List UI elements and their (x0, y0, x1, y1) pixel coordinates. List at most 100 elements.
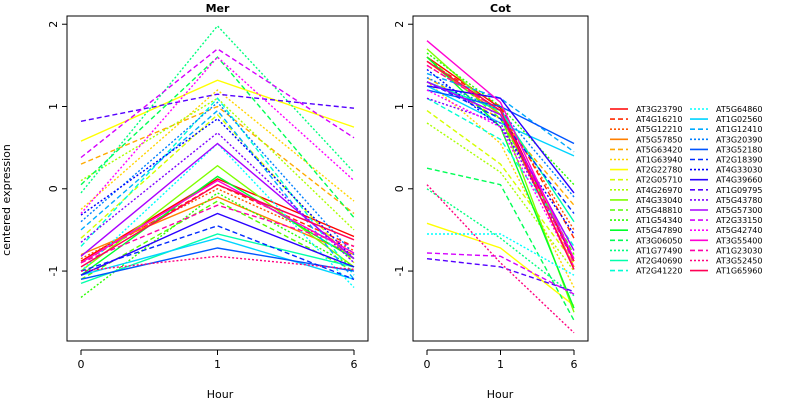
series-line (426, 184, 575, 334)
legend-label: AT5G48810 (636, 206, 682, 215)
y-tick-label: -1 (47, 266, 60, 277)
legend-item: AT5G48810 (610, 206, 682, 215)
legend-label: AT3G55400 (716, 236, 762, 245)
series-line (426, 48, 575, 313)
legend-label: AT5G57850 (636, 135, 682, 144)
series-line (426, 258, 575, 293)
series-line (80, 56, 355, 219)
series-line (80, 204, 355, 264)
series-line (80, 117, 355, 260)
plot-frame (66, 15, 369, 342)
series-line (426, 68, 575, 235)
legend-item: AT2G40690 (610, 257, 682, 266)
legend-label: AT2G22780 (636, 166, 682, 175)
series-line (80, 255, 355, 272)
series-line (80, 225, 355, 280)
legend-item: AT1G65960 (690, 267, 762, 276)
legend-item: AT5G64860 (690, 105, 762, 114)
series-line (426, 222, 575, 307)
legend-item: AT4G39660 (690, 176, 762, 185)
x-axis-label-cot: Hour (487, 388, 514, 400)
legend-item: AT3G55400 (690, 236, 762, 245)
x-tick-label: 6 (571, 358, 578, 371)
series-line (80, 109, 355, 280)
series-line (80, 212, 355, 276)
legend-item: AT5G43780 (690, 196, 762, 205)
legend-label: AT5G43780 (716, 196, 762, 205)
legend-label: AT4G26970 (636, 186, 682, 195)
legend-item: AT2G22780 (610, 166, 682, 175)
legend-item: AT4G16210 (610, 115, 682, 124)
legend-item: AT5G57850 (610, 135, 682, 144)
x-tick-label: 0 (78, 358, 85, 371)
legend-item: AT1G09795 (690, 186, 762, 195)
legend-label: AT5G12210 (636, 125, 682, 134)
legend-item: AT2G41220 (610, 267, 682, 276)
legend-item: AT2G18390 (690, 156, 762, 165)
series-line (80, 200, 355, 280)
legend-label: AT5G47890 (636, 226, 682, 235)
legend-label: AT5G63420 (636, 145, 682, 154)
legend-item: AT1G23030 (690, 246, 762, 255)
legend-label: AT3G06050 (636, 236, 682, 245)
series-line (80, 142, 355, 260)
legend-item: AT3G20390 (690, 135, 762, 144)
legend-label: AT1G77490 (636, 246, 682, 255)
series-line (426, 85, 575, 194)
series-line (427, 233, 575, 276)
x-tick-label: 0 (424, 358, 431, 371)
series-line (426, 72, 575, 153)
y-tick-label: 2 (393, 21, 406, 28)
series-line (426, 122, 575, 272)
series-line (426, 110, 575, 264)
series-line (80, 101, 355, 256)
legend-item: AT3G23790 (610, 105, 682, 114)
legend-item: AT1G77490 (610, 246, 682, 255)
legend-label: AT1G09795 (716, 186, 762, 195)
legend-label: AT1G63940 (636, 156, 682, 165)
legend-item: AT2G05710 (610, 176, 682, 185)
y-tick-label: -1 (393, 266, 406, 277)
legend-label: AT2G40690 (636, 257, 682, 266)
series-line (80, 188, 355, 260)
legend-label: AT4G39660 (716, 176, 762, 185)
series-line (426, 40, 575, 259)
legend-label: AT2G05710 (636, 176, 682, 185)
series-line (426, 97, 575, 247)
series-line (80, 233, 355, 285)
legend-label: AT2G18390 (716, 156, 762, 165)
series-line (80, 89, 355, 210)
legend-item: AT1G63940 (610, 156, 682, 165)
legend-label: AT5G57300 (716, 206, 762, 215)
y-tick-label: 1 (47, 103, 60, 110)
x-tick-label: 1 (497, 358, 504, 371)
legend-item: AT5G42740 (690, 226, 762, 235)
series-line (80, 178, 355, 262)
plot-frame (412, 15, 589, 342)
series-line (80, 179, 355, 264)
series-line (426, 167, 575, 321)
series-line (426, 81, 575, 214)
legend-item: AT1G02560 (690, 115, 762, 124)
legend-item: AT5G47890 (610, 226, 682, 235)
legend-label: AT1G02560 (716, 115, 762, 124)
series-line (80, 113, 355, 264)
legend-label: AT3G20390 (716, 135, 762, 144)
series-line (80, 24, 355, 194)
series-line (80, 56, 355, 214)
legend-label: AT4G33040 (636, 196, 682, 205)
legend-label: AT1G54340 (636, 216, 682, 225)
legend-label: AT2G41220 (636, 267, 682, 276)
series-line (426, 252, 575, 295)
legend-item: AT3G52180 (690, 145, 762, 154)
legend-label: AT5G42740 (716, 226, 762, 235)
series-line (426, 188, 575, 297)
legend-label: AT4G16210 (636, 115, 682, 124)
legend-label: AT4G33030 (716, 166, 762, 175)
x-axis-label-mer: Hour (207, 388, 234, 400)
series-line (80, 97, 355, 231)
series-line (426, 89, 575, 145)
series-line (80, 175, 355, 276)
legend-label: AT3G52450 (716, 257, 762, 266)
